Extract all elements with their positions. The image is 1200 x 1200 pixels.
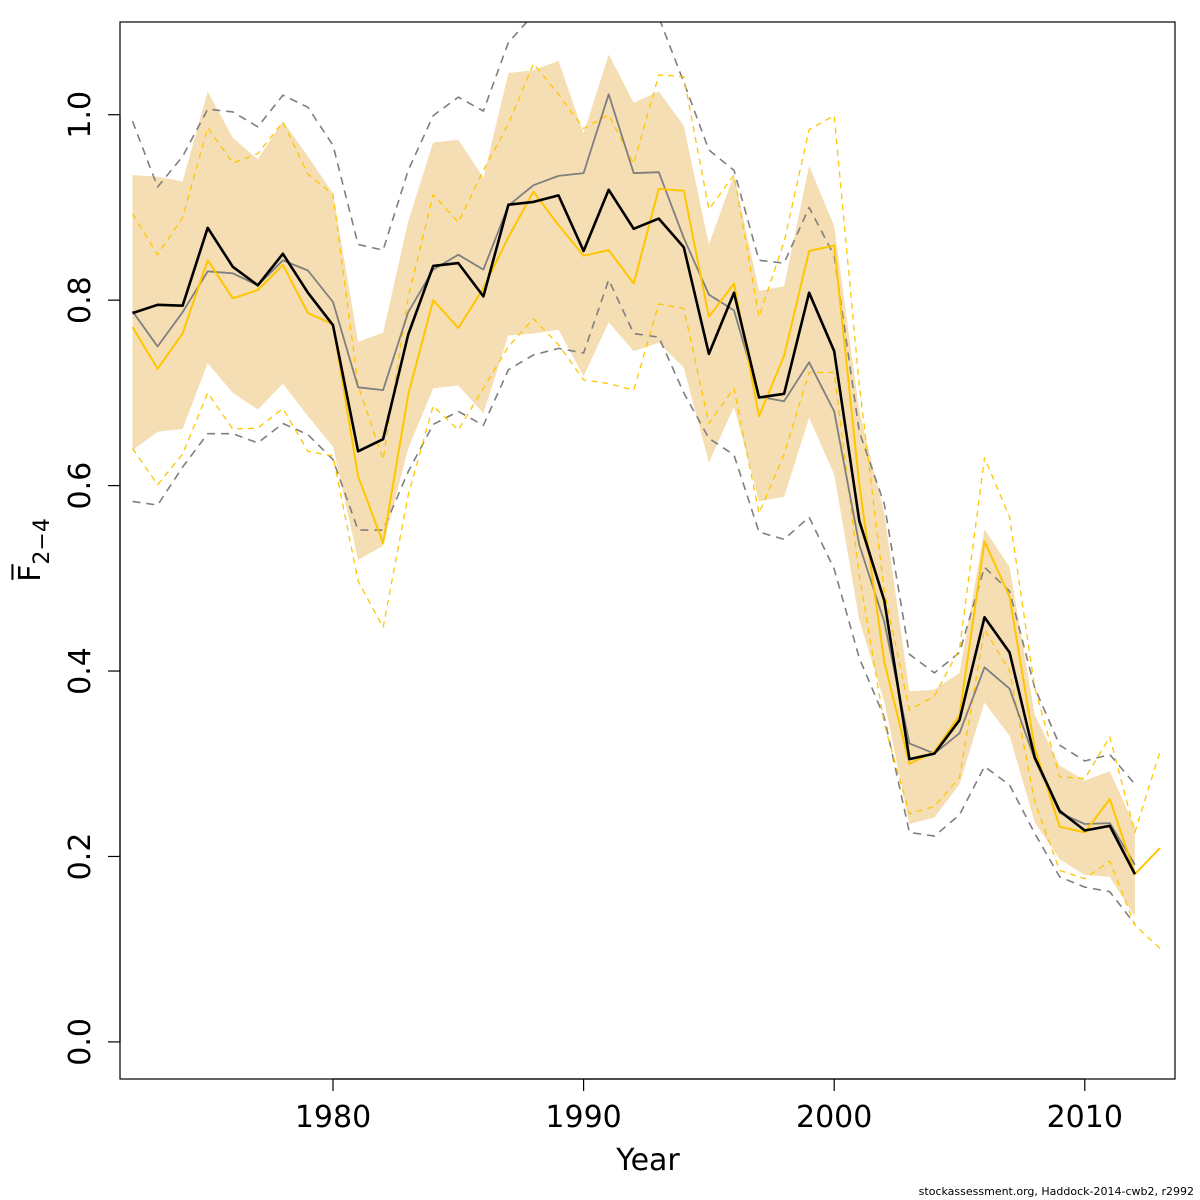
plot-area <box>131 22 1161 949</box>
x-axis-title: Year <box>615 1143 680 1178</box>
y-tick-label-group: 0.8 <box>63 276 98 324</box>
credit-footer: stockassessment.org, Haddock-2014-cwb2, … <box>918 1185 1194 1198</box>
confidence-band <box>132 54 1135 917</box>
x-tick-label: 1990 <box>545 1100 621 1135</box>
y-tick-label-group: 0.4 <box>63 647 98 695</box>
y-tick-label: 0.6 <box>63 462 98 510</box>
y-axis-title: F̅2−4 <box>11 518 55 582</box>
series-line-0 <box>132 188 1137 875</box>
series-line-3 <box>132 278 1136 925</box>
x-tick-label: 1980 <box>295 1100 371 1135</box>
svg-text:F̅2−4: F̅2−4 <box>11 518 55 582</box>
y-tick-label-group: 0.2 <box>63 833 98 881</box>
axes: 1980 1990 2000 2010 0.0 0.2 0.4 0.6 0.8 1.0 <box>63 91 1123 1135</box>
y-axis-title-subscript: 2−4 <box>30 518 55 564</box>
series-line-4 <box>131 187 1161 876</box>
y-tick-label: 1.0 <box>63 91 98 139</box>
x-tick-label: 2010 <box>1047 1100 1123 1135</box>
y-axis-title-main: F̅ <box>11 564 48 582</box>
y-tick-label: 0.8 <box>63 276 98 324</box>
y-tick-label-group: 0.0 <box>63 1018 98 1066</box>
y-tick-label: 0.4 <box>63 647 98 695</box>
x-tick-label: 2000 <box>796 1100 872 1135</box>
series-line-5 <box>131 63 1161 834</box>
series-line-1 <box>131 93 1136 866</box>
y-tick-label-group: 0.6 <box>63 462 98 510</box>
y-tick-label-group: 1.0 <box>63 91 98 139</box>
y-tick-label: 0.0 <box>63 1018 98 1066</box>
y-tick-label: 0.2 <box>63 833 98 881</box>
series-line-6 <box>131 303 1161 949</box>
